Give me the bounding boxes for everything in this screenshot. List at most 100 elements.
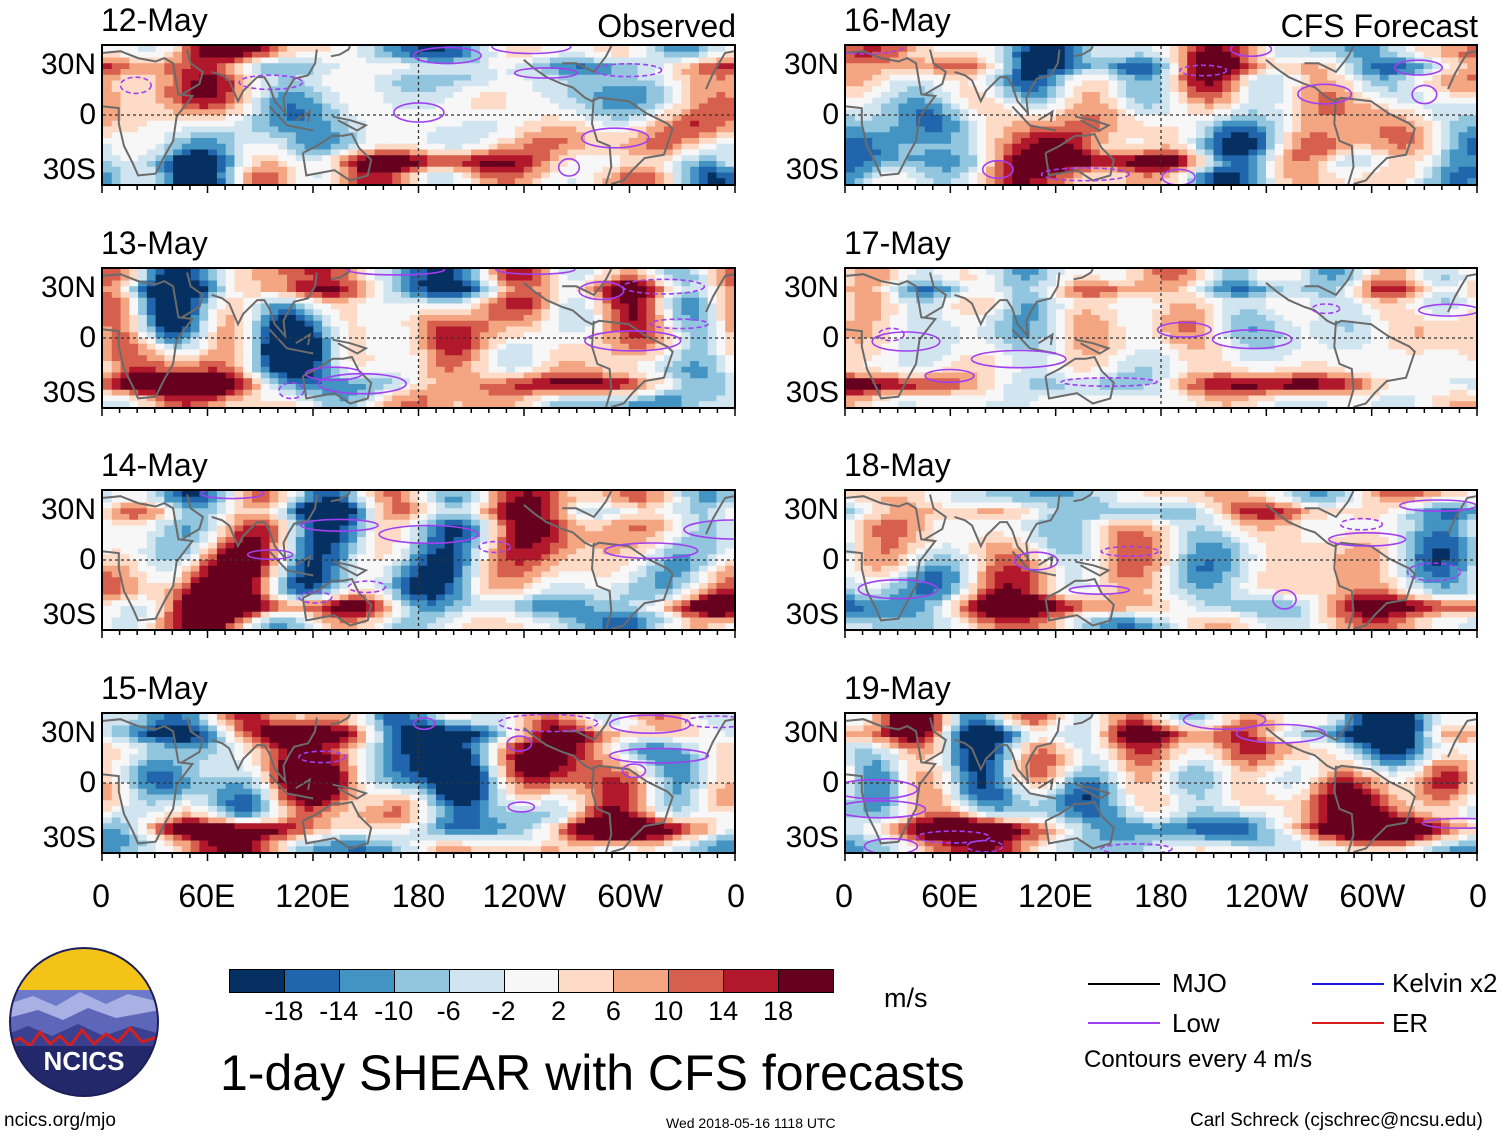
shear-cell [497, 525, 507, 532]
shear-cell [243, 120, 253, 128]
shear-cell [269, 155, 279, 162]
shear-cell [514, 343, 525, 351]
shear-cell [111, 343, 122, 351]
shear-cell [278, 332, 288, 339]
shear-cell [602, 97, 612, 105]
shear-cell [725, 525, 734, 532]
shear-cell [418, 326, 428, 333]
shear-cell [453, 109, 463, 116]
shear-cell [225, 560, 236, 567]
shear-cell [374, 338, 385, 345]
shear-cell [400, 361, 411, 368]
shear-cell [287, 355, 297, 362]
shear-cell [471, 491, 481, 498]
shear-cell [444, 63, 455, 70]
shear-cell [322, 309, 332, 316]
shear-cell [620, 166, 630, 174]
shear-cell [471, 577, 481, 584]
shear-cell [532, 63, 542, 70]
shear-cell [453, 120, 463, 128]
shear-cell [725, 537, 734, 544]
shear-cell [278, 80, 288, 87]
shear-cell [462, 349, 472, 356]
shear-cell [549, 315, 560, 322]
shear-cell [146, 537, 157, 544]
shear-cell [348, 343, 358, 351]
shear-cell [698, 297, 709, 305]
shear-cell [514, 303, 525, 310]
shear-cell [690, 531, 700, 538]
shear-cell [655, 583, 665, 590]
shear-cell [479, 280, 490, 287]
shear-cell [190, 57, 200, 64]
shear-cell [365, 269, 376, 276]
shear-cell [462, 514, 472, 521]
shear-cell [558, 155, 569, 162]
shear-cell [576, 571, 586, 578]
shear-cell [173, 138, 183, 145]
shear-cell [330, 366, 341, 374]
shear-cell [330, 349, 341, 356]
shear-cell [558, 126, 569, 133]
shear-cell [155, 46, 165, 53]
shear-cell [392, 389, 402, 397]
shear-cell [444, 519, 455, 527]
shear-cell [690, 132, 700, 139]
shear-cell [427, 63, 437, 70]
shear-cell [488, 384, 498, 391]
shear-cell [251, 166, 262, 174]
shear-cell [427, 326, 437, 333]
shear-cell [155, 508, 165, 515]
shear-cell [208, 109, 218, 116]
shear-cell [111, 349, 122, 356]
shear-cell [234, 554, 244, 561]
shear-cell [111, 531, 122, 538]
shear-cell [164, 320, 174, 328]
shear-cell [637, 577, 647, 584]
shear-cell [164, 120, 174, 128]
shear-cell [234, 594, 244, 601]
shear-cell [488, 594, 498, 601]
shear-cell [146, 320, 157, 328]
shear-cell [506, 361, 516, 368]
shear-cell [707, 309, 718, 316]
shear-cell [488, 178, 498, 184]
shear-cell [357, 178, 367, 184]
shear-cell [278, 343, 288, 351]
shear-cell [532, 320, 542, 328]
shear-cell [278, 178, 288, 184]
shear-cell [436, 51, 446, 59]
shear-cell [348, 292, 358, 299]
shear-cell [611, 149, 621, 156]
shear-cell [365, 57, 376, 64]
shear-cell [400, 577, 411, 584]
shear-cell [558, 491, 569, 498]
shear-cell [330, 269, 341, 276]
shear-cell [453, 149, 463, 156]
shear-field [103, 491, 734, 629]
shear-cell [138, 583, 148, 590]
shear-cell [418, 343, 428, 351]
shear-cell [725, 548, 734, 555]
shear-cell [260, 514, 271, 521]
shear-cell [602, 338, 612, 345]
shear-cell [409, 491, 420, 498]
shear-cell [260, 63, 271, 70]
shear-cell [602, 126, 612, 133]
shear-cell [313, 395, 323, 402]
shear-cell [164, 292, 174, 299]
shear-cell [374, 74, 385, 82]
shear-cell [400, 588, 411, 596]
shear-cell [488, 138, 498, 145]
shear-cell [646, 389, 656, 397]
shear-cell [646, 57, 656, 64]
shear-cell [585, 309, 595, 316]
shear-cell [523, 315, 534, 322]
shear-cell [103, 378, 113, 385]
shear-cell [506, 384, 516, 391]
shear-cell [313, 292, 323, 299]
shear-cell [532, 502, 542, 509]
shear-cell [628, 280, 639, 287]
shear-cell [339, 292, 349, 299]
shear-cell [155, 401, 165, 407]
